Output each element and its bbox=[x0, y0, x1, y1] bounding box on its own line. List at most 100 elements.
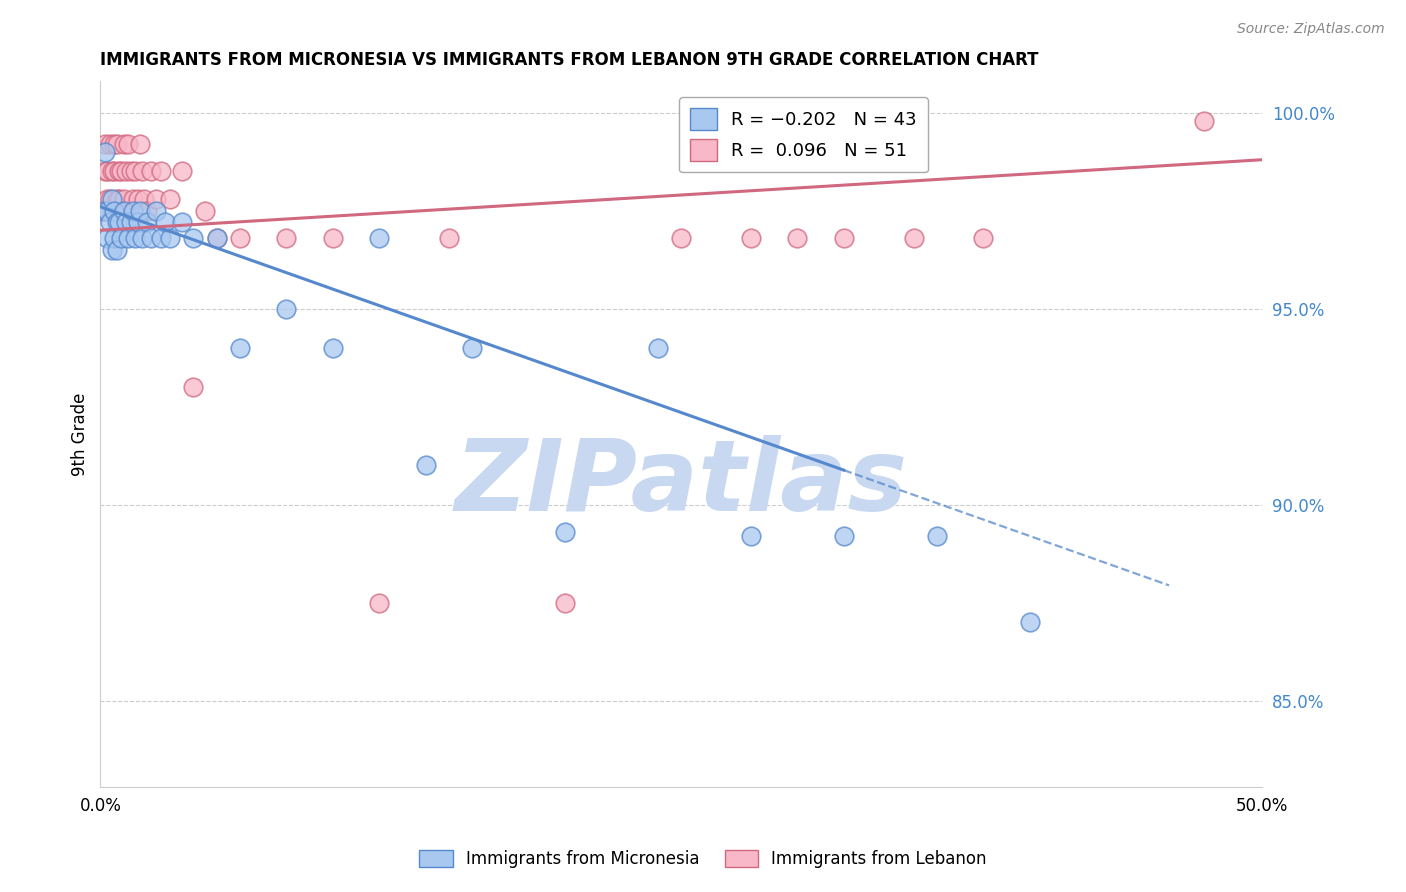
Point bbox=[276, 301, 298, 316]
Text: ZIPatlas: ZIPatlas bbox=[454, 435, 908, 532]
Point bbox=[98, 192, 121, 206]
Point bbox=[159, 231, 181, 245]
Point bbox=[105, 243, 128, 257]
Point bbox=[1018, 615, 1040, 630]
Point bbox=[110, 231, 132, 245]
Point bbox=[368, 231, 391, 245]
Point bbox=[925, 529, 948, 543]
Point bbox=[368, 596, 391, 610]
Point bbox=[120, 215, 142, 229]
Point bbox=[229, 231, 252, 245]
Point bbox=[669, 231, 692, 245]
Point bbox=[94, 164, 117, 178]
Point bbox=[647, 341, 669, 355]
Point bbox=[103, 164, 125, 178]
Point bbox=[98, 215, 121, 229]
Point bbox=[105, 192, 128, 206]
Point bbox=[229, 341, 252, 355]
Point bbox=[124, 231, 146, 245]
Point bbox=[903, 231, 925, 245]
Point bbox=[461, 341, 484, 355]
Point bbox=[145, 203, 167, 218]
Y-axis label: 9th Grade: 9th Grade bbox=[72, 392, 89, 475]
Legend: R = −0.202   N = 43, R =  0.096   N = 51: R = −0.202 N = 43, R = 0.096 N = 51 bbox=[679, 97, 928, 172]
Point bbox=[115, 203, 138, 218]
Point bbox=[276, 231, 298, 245]
Point bbox=[115, 164, 138, 178]
Point bbox=[112, 136, 135, 151]
Point bbox=[145, 192, 167, 206]
Point bbox=[131, 231, 153, 245]
Point bbox=[122, 192, 145, 206]
Point bbox=[103, 203, 125, 218]
Point bbox=[135, 203, 157, 218]
Point bbox=[101, 192, 124, 206]
Point bbox=[322, 341, 344, 355]
Point bbox=[786, 231, 808, 245]
Point bbox=[832, 231, 855, 245]
Point bbox=[1192, 113, 1215, 128]
Point bbox=[205, 231, 228, 245]
Point bbox=[740, 529, 762, 543]
Point bbox=[101, 203, 124, 218]
Point bbox=[105, 215, 128, 229]
Text: IMMIGRANTS FROM MICRONESIA VS IMMIGRANTS FROM LEBANON 9TH GRADE CORRELATION CHAR: IMMIGRANTS FROM MICRONESIA VS IMMIGRANTS… bbox=[100, 51, 1039, 69]
Point bbox=[110, 164, 132, 178]
Point bbox=[554, 524, 576, 539]
Point bbox=[322, 231, 344, 245]
Point bbox=[101, 164, 124, 178]
Point bbox=[108, 192, 131, 206]
Point bbox=[141, 164, 163, 178]
Point bbox=[124, 164, 146, 178]
Point bbox=[127, 192, 149, 206]
Point bbox=[128, 203, 150, 218]
Point bbox=[205, 231, 228, 245]
Text: Source: ZipAtlas.com: Source: ZipAtlas.com bbox=[1237, 22, 1385, 37]
Point bbox=[96, 164, 118, 178]
Point bbox=[101, 243, 124, 257]
Point bbox=[91, 203, 114, 218]
Point bbox=[94, 145, 117, 159]
Point bbox=[131, 164, 153, 178]
Point bbox=[96, 231, 118, 245]
Point bbox=[437, 231, 460, 245]
Point bbox=[128, 136, 150, 151]
Point bbox=[415, 458, 437, 473]
Point bbox=[127, 215, 149, 229]
Point bbox=[112, 203, 135, 218]
Point bbox=[972, 231, 994, 245]
Point bbox=[135, 215, 157, 229]
Point bbox=[141, 231, 163, 245]
Legend: Immigrants from Micronesia, Immigrants from Lebanon: Immigrants from Micronesia, Immigrants f… bbox=[413, 843, 993, 875]
Point bbox=[159, 192, 181, 206]
Point bbox=[554, 596, 576, 610]
Point bbox=[112, 192, 135, 206]
Point bbox=[108, 164, 131, 178]
Point bbox=[170, 215, 193, 229]
Point bbox=[94, 136, 117, 151]
Point bbox=[108, 215, 131, 229]
Point bbox=[96, 192, 118, 206]
Point bbox=[134, 192, 156, 206]
Point bbox=[194, 203, 217, 218]
Point bbox=[149, 164, 172, 178]
Point bbox=[170, 164, 193, 178]
Point bbox=[96, 203, 118, 218]
Point bbox=[91, 203, 114, 218]
Point bbox=[181, 231, 204, 245]
Point bbox=[155, 215, 177, 229]
Point bbox=[110, 203, 132, 218]
Point bbox=[832, 529, 855, 543]
Point bbox=[117, 231, 139, 245]
Point bbox=[105, 136, 128, 151]
Point bbox=[103, 231, 125, 245]
Point bbox=[120, 164, 142, 178]
Point bbox=[740, 231, 762, 245]
Point bbox=[115, 215, 138, 229]
Point bbox=[117, 136, 139, 151]
Point bbox=[98, 136, 121, 151]
Point bbox=[103, 136, 125, 151]
Point bbox=[149, 231, 172, 245]
Point bbox=[181, 380, 204, 394]
Point bbox=[122, 203, 145, 218]
